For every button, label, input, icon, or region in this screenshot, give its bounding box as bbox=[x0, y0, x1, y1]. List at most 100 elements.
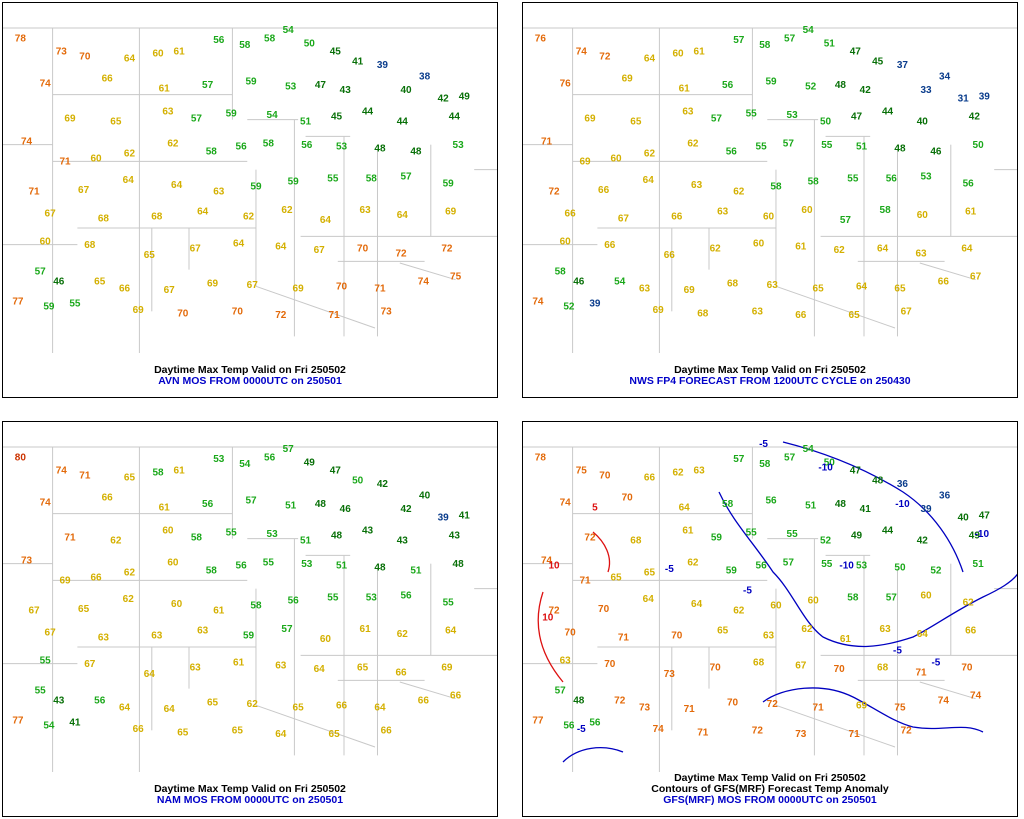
station-temp-label: 55 bbox=[746, 527, 758, 538]
station-temp-label: 72 bbox=[599, 52, 611, 63]
station-temp-label: 70 bbox=[961, 662, 973, 673]
state-boundary-line bbox=[399, 681, 456, 700]
station-temp-label: 50 bbox=[894, 562, 906, 573]
station-temp-label: 66 bbox=[598, 185, 610, 196]
station-temp-label: 64 bbox=[233, 238, 245, 249]
station-temp-label: 55 bbox=[327, 592, 339, 603]
station-temp-label: 62 bbox=[281, 205, 293, 216]
anomaly-contour-negative bbox=[562, 747, 624, 763]
station-temp-label: 39 bbox=[377, 60, 389, 71]
station-temp-label: 50 bbox=[824, 457, 836, 468]
station-temp-label: 66 bbox=[965, 626, 977, 637]
map-canvas: 78 73 70 64 60 61 56 58 58 54 50 45 41 39 38 74 66 61 57 59… bbox=[3, 25, 497, 353]
station-temp-label: 40 bbox=[400, 85, 412, 96]
station-temp-label: 39 bbox=[979, 92, 991, 103]
station-temp-label: 69 bbox=[653, 305, 665, 316]
state-boundary-line bbox=[255, 704, 376, 748]
station-temp-label: 59 bbox=[243, 631, 255, 642]
station-temp-label: 61 bbox=[840, 634, 852, 645]
station-temp-label: 47 bbox=[315, 80, 327, 91]
station-temp-label: 52 bbox=[930, 566, 942, 577]
station-temp-label: 80 bbox=[15, 452, 27, 463]
station-temp-label: 64 bbox=[643, 175, 655, 186]
station-temp-label: 55 bbox=[40, 656, 52, 667]
station-temp-label: 39 bbox=[920, 504, 932, 515]
station-temp-label: 67 bbox=[45, 208, 57, 219]
station-temp-label: 70 bbox=[604, 659, 616, 670]
station-temp-label: 44 bbox=[882, 526, 894, 537]
station-temp-label: 61 bbox=[360, 624, 372, 635]
anomaly-contour-negative bbox=[782, 441, 964, 573]
station-temp-label: 71 bbox=[579, 576, 591, 587]
station-temp-label: 67 bbox=[970, 272, 982, 283]
station-temp-label: 55 bbox=[226, 527, 238, 538]
station-temp-label: 64 bbox=[643, 594, 655, 605]
station-temp-label: 71 bbox=[64, 532, 76, 543]
station-temp-label: 58 bbox=[239, 40, 251, 51]
station-temp-label: 60 bbox=[560, 237, 572, 248]
anomaly-contour-positive bbox=[537, 591, 564, 683]
station-temp-label: 50 bbox=[304, 38, 316, 49]
station-temp-label: 58 bbox=[880, 205, 892, 216]
station-temp-label: 53 bbox=[267, 529, 279, 540]
station-temp-label: 56 bbox=[264, 452, 276, 463]
state-boundaries bbox=[523, 27, 1017, 353]
station-temp-label: 47 bbox=[851, 112, 863, 123]
station-temp-label: 59 bbox=[250, 182, 262, 193]
station-temp-label: 65 bbox=[329, 729, 341, 740]
station-temp-label: 64 bbox=[144, 669, 156, 680]
station-temp-label: 57 bbox=[35, 267, 47, 278]
station-temp-label: 71 bbox=[684, 704, 696, 715]
station-temp-label: 60 bbox=[40, 237, 52, 248]
station-temp-label: 40 bbox=[958, 512, 970, 523]
station-temp-label: 73 bbox=[56, 47, 68, 58]
station-temp-label: 68 bbox=[151, 212, 163, 223]
station-temp-label: 68 bbox=[630, 536, 642, 547]
station-temp-label: 63 bbox=[752, 307, 764, 318]
station-temp-label: 64 bbox=[917, 629, 929, 640]
station-temp-label: 58 bbox=[555, 267, 567, 278]
station-temp-label: 68 bbox=[877, 662, 889, 673]
station-temp-label: 49 bbox=[459, 92, 471, 103]
station-temp-label: 65 bbox=[207, 697, 219, 708]
station-temp-label: 71 bbox=[813, 702, 825, 713]
station-temp-label: 69 bbox=[59, 576, 71, 587]
station-temp-label: 56 bbox=[765, 496, 777, 507]
anomaly-contour-label: -5 bbox=[743, 586, 752, 597]
station-temp-label: 33 bbox=[920, 85, 932, 96]
station-temp-label: 66 bbox=[565, 208, 577, 219]
station-temp-label: 61 bbox=[682, 526, 694, 537]
station-temp-label: 55 bbox=[327, 173, 339, 184]
station-temp-label: 67 bbox=[795, 661, 807, 672]
station-temp-label: 59 bbox=[288, 177, 300, 188]
station-temp-label: 58 bbox=[808, 177, 820, 188]
station-temp-label: 39 bbox=[589, 298, 601, 309]
station-temp-label: 63 bbox=[880, 624, 892, 635]
station-temp-label: 43 bbox=[449, 531, 461, 542]
anomaly-contour-label: -5 bbox=[931, 657, 940, 668]
station-temp-label: 71 bbox=[59, 157, 71, 168]
station-temp-label: 58 bbox=[847, 592, 859, 603]
station-temp-label: 65 bbox=[110, 117, 122, 128]
station-temp-label: 72 bbox=[441, 243, 453, 254]
station-temp-label: 68 bbox=[753, 657, 765, 668]
station-temp-label: 58 bbox=[250, 601, 262, 612]
station-temp-label: 63 bbox=[360, 205, 372, 216]
station-temp-label: 53 bbox=[213, 454, 225, 465]
station-temp-label: 57 bbox=[245, 496, 257, 507]
map-canvas: 80 74 71 65 58 61 53 54 56 57 49 47 50 42 40 74 66 61 56 57… bbox=[3, 444, 497, 772]
station-temp-label: 66 bbox=[119, 283, 131, 294]
station-temp-label: 63 bbox=[151, 631, 163, 642]
station-temp-label: 59 bbox=[443, 178, 455, 189]
station-temp-label: 74 bbox=[938, 696, 950, 707]
station-temp-label: 57 bbox=[733, 35, 745, 46]
station-temp-label: 61 bbox=[174, 466, 186, 477]
station-temp-label: 58 bbox=[206, 147, 218, 158]
station-temp-label: 71 bbox=[849, 729, 861, 740]
station-temp-label: 74 bbox=[418, 277, 430, 288]
station-temp-label: 64 bbox=[877, 243, 889, 254]
station-temp-label: 54 bbox=[267, 110, 279, 121]
station-temp-label: 53 bbox=[301, 559, 313, 570]
station-temp-label: 60 bbox=[167, 557, 179, 568]
station-temp-label: 74 bbox=[653, 724, 665, 735]
